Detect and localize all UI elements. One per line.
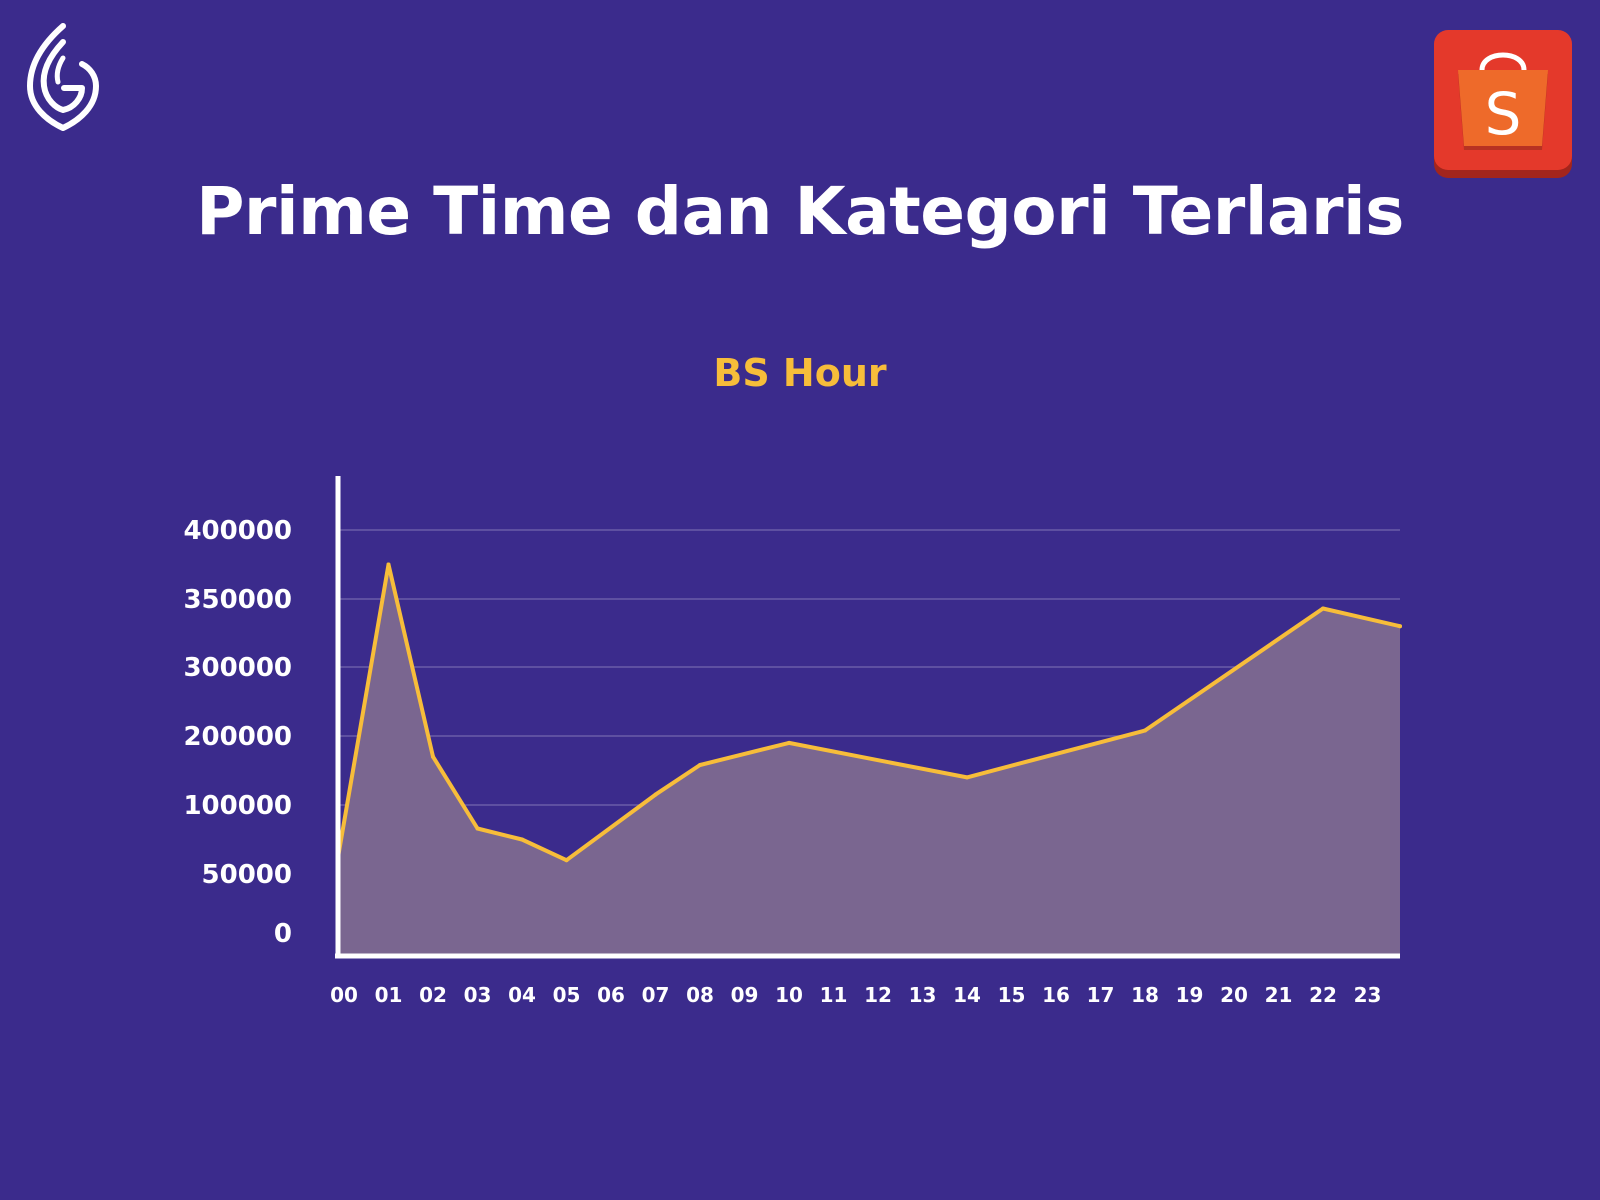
- x-tick-label: 17: [1087, 983, 1115, 1007]
- data-point-23: [1398, 624, 1402, 629]
- chart-subtitle: BS Hour: [713, 351, 887, 395]
- x-tick-label: 01: [375, 983, 403, 1007]
- x-tick-label: 06: [597, 983, 625, 1007]
- x-tick-label: 16: [1042, 983, 1070, 1007]
- y-tick-label: 300000: [183, 653, 292, 683]
- page-title: Prime Time dan Kategori Terlaris: [196, 173, 1404, 250]
- y-tick-label: 350000: [183, 585, 292, 615]
- data-point-03: [475, 826, 480, 831]
- y-tick-labels: 0 50000 100000 200000 300000 350000 400000: [183, 516, 292, 949]
- x-tick-label: 19: [1176, 983, 1204, 1007]
- area-layer: [336, 562, 1402, 954]
- data-point-14: [965, 775, 969, 780]
- x-tick-label: 18: [1131, 983, 1159, 1007]
- x-tick-label: 07: [642, 983, 670, 1007]
- x-tick-label: 03: [464, 983, 492, 1007]
- data-point-08: [698, 763, 702, 767]
- x-tick-label: 02: [419, 983, 447, 1007]
- x-tick-label: 23: [1354, 983, 1382, 1007]
- x-tick-label: 05: [553, 983, 581, 1007]
- data-point-02: [431, 754, 435, 759]
- data-point-05: [564, 858, 569, 863]
- shop-logo-letter: S: [1485, 80, 1522, 148]
- brand-logo-icon: [26, 22, 100, 132]
- x-tick-labels: 00 01 02 03 04 05 06 07 08 09 10 11 12 13 14 15 16 17 18 19…: [330, 983, 1381, 1007]
- x-tick-label: 04: [508, 983, 536, 1007]
- x-tick-label: 11: [820, 983, 848, 1007]
- x-tick-label: 20: [1220, 983, 1248, 1007]
- x-tick-label: 00: [330, 983, 358, 1007]
- y-tick-label: 200000: [183, 722, 292, 752]
- axis-layer: [335, 476, 1400, 959]
- data-point-01: [386, 562, 391, 567]
- y-tick-label: 400000: [183, 516, 292, 546]
- x-tick-label: 09: [731, 983, 759, 1007]
- x-tick-label: 13: [909, 983, 937, 1007]
- data-point-22: [1321, 606, 1325, 611]
- y-tick-label: 100000: [183, 791, 292, 821]
- y-tick-label: 50000: [202, 860, 292, 890]
- x-tick-label: 12: [864, 983, 892, 1007]
- data-point-10: [787, 740, 791, 745]
- y-tick-label: 0: [274, 919, 292, 949]
- shopping-bag-icon: S: [1432, 28, 1574, 180]
- data-point-18: [1143, 728, 1147, 733]
- x-tick-label: 14: [953, 983, 981, 1007]
- data-point-04: [520, 837, 524, 842]
- x-tick-label: 22: [1309, 983, 1337, 1007]
- x-tick-label: 08: [686, 983, 714, 1007]
- data-point-07: [653, 792, 658, 797]
- x-tick-label: 15: [998, 983, 1026, 1007]
- x-tick-label: 10: [775, 983, 803, 1007]
- x-tick-label: 21: [1265, 983, 1293, 1007]
